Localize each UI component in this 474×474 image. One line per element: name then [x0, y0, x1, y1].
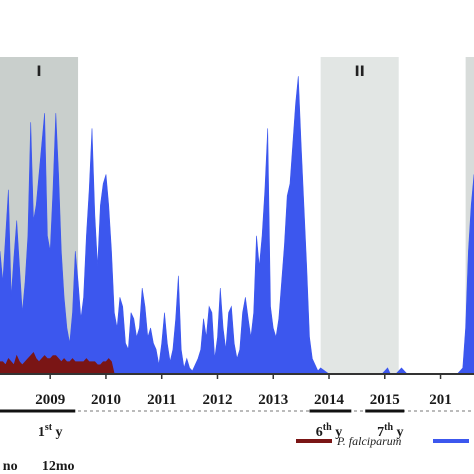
year-marker-label-0: 1st y: [38, 422, 63, 440]
x-tick-label-1: 2010: [91, 392, 121, 408]
bottom-label-0: no: [3, 459, 18, 474]
x-tick-label-4: 2013: [258, 392, 288, 408]
period-band-3: [465, 57, 474, 374]
series-areas: [0, 76, 474, 375]
x-tick-label-3: 2012: [202, 392, 232, 408]
series-area-falciparum: [0, 351, 118, 375]
year-marker-label-1: 6th y: [316, 422, 342, 440]
annotations: 1st y 6th y 7th y no 12mo: [0, 409, 474, 474]
period-band-label-1: I: [36, 64, 41, 80]
x-tick-label-7: 201: [429, 392, 452, 408]
x-tick-label-0: 2009: [35, 392, 65, 408]
series-area-vivax: [0, 76, 474, 375]
year-marker-label-2: 7th y: [377, 422, 403, 440]
x-axis-ticks: 2009 2010 2011 2012 2013 2014 2015 201: [35, 374, 452, 408]
period-band-2: [320, 57, 399, 374]
x-tick-label-2: 2011: [147, 392, 176, 408]
x-tick-label-5: 2014: [314, 392, 345, 408]
legend: P. falciparum: [296, 434, 469, 448]
x-tick-label-6: 2015: [370, 392, 400, 408]
period-band-label-2: II: [354, 64, 364, 80]
bottom-label-1: 12mo: [42, 459, 75, 474]
legend-label-0: P. falciparum: [336, 434, 402, 448]
